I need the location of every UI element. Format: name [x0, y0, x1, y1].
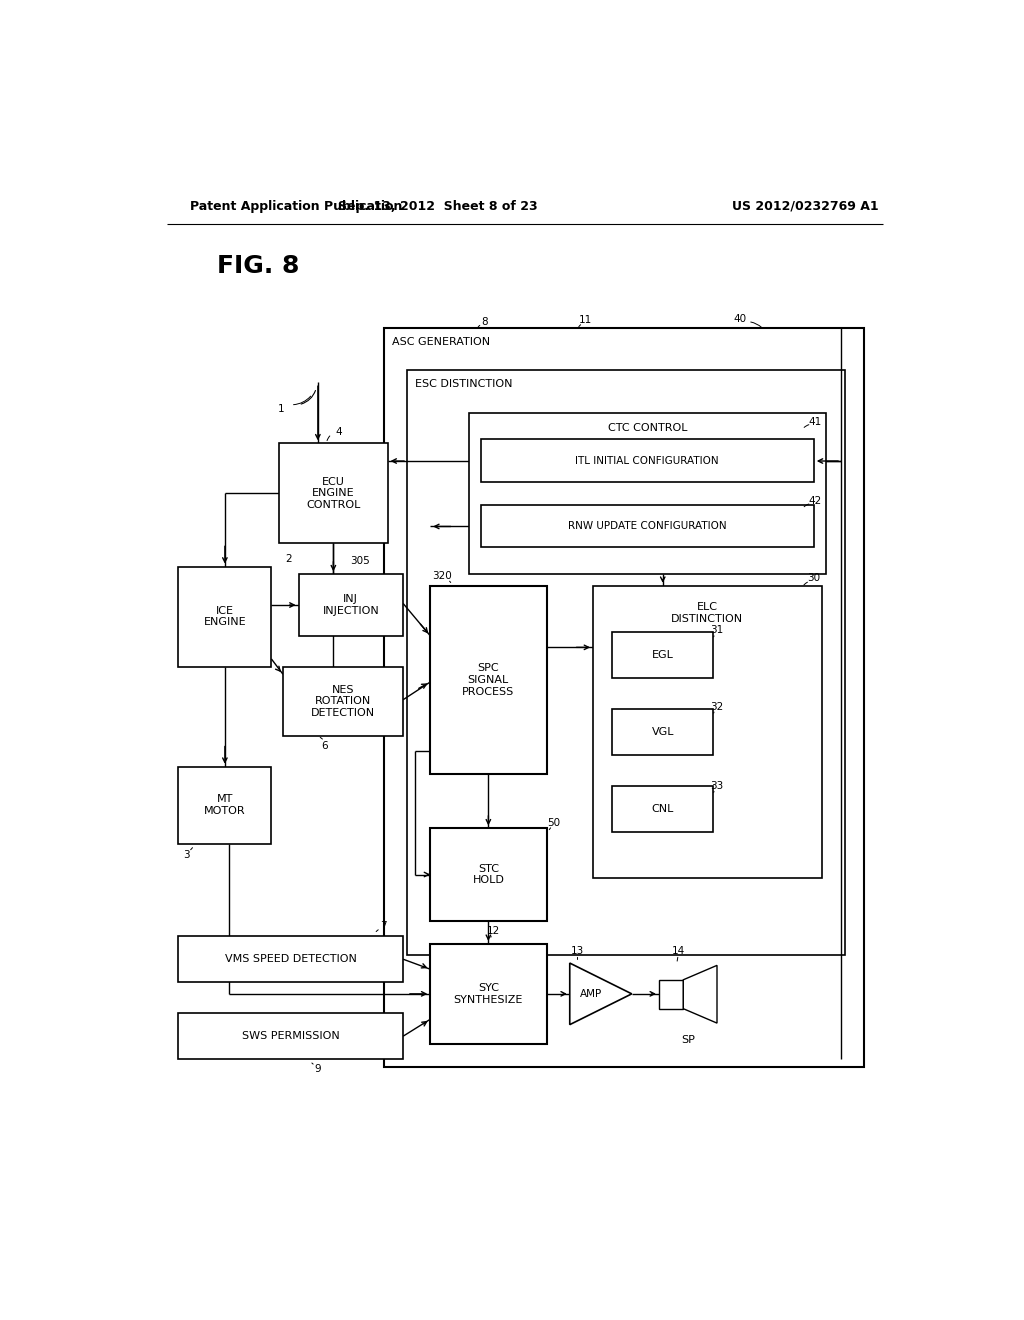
Text: 41: 41: [809, 417, 822, 426]
Text: EGL: EGL: [652, 649, 674, 660]
Text: 33: 33: [711, 781, 724, 791]
Text: 7: 7: [381, 921, 387, 931]
Bar: [430, 829, 547, 921]
Text: 1: 1: [279, 404, 285, 413]
Text: 40: 40: [733, 314, 746, 323]
Bar: [658, 979, 683, 1008]
Bar: [178, 1014, 403, 1059]
Text: ITL INITIAL CONFIGURATION: ITL INITIAL CONFIGURATION: [575, 455, 719, 466]
Text: CNL: CNL: [651, 804, 674, 814]
Bar: [384, 327, 864, 1067]
Text: MT
MOTOR: MT MOTOR: [204, 795, 246, 816]
Text: SPC
SIGNAL
PROCESS: SPC SIGNAL PROCESS: [462, 664, 514, 697]
Bar: [612, 785, 713, 832]
Text: 320: 320: [432, 570, 452, 581]
Bar: [280, 444, 388, 544]
Text: ASC GENERATION: ASC GENERATION: [391, 337, 489, 347]
Text: 8: 8: [481, 317, 487, 326]
Bar: [480, 440, 814, 482]
Text: NES
ROTATION
DETECTION: NES ROTATION DETECTION: [311, 685, 375, 718]
Bar: [283, 667, 403, 737]
Bar: [299, 574, 403, 636]
Bar: [178, 936, 403, 982]
Text: 30: 30: [807, 573, 820, 583]
Text: 6: 6: [321, 741, 328, 751]
Text: US 2012/0232769 A1: US 2012/0232769 A1: [732, 199, 880, 213]
Text: Sep. 13, 2012  Sheet 8 of 23: Sep. 13, 2012 Sheet 8 of 23: [338, 199, 538, 213]
Text: 31: 31: [711, 626, 724, 635]
Text: SWS PERMISSION: SWS PERMISSION: [242, 1031, 340, 1041]
Text: 12: 12: [487, 925, 501, 936]
Bar: [178, 767, 271, 843]
Polygon shape: [569, 964, 632, 1024]
Text: SYC
SYNTHESIZE: SYC SYNTHESIZE: [454, 983, 523, 1005]
Text: ELC
DISTINCTION: ELC DISTINCTION: [672, 602, 743, 623]
Text: AMP: AMP: [581, 989, 602, 999]
Polygon shape: [683, 965, 717, 1023]
Bar: [469, 412, 825, 574]
Text: CTC CONTROL: CTC CONTROL: [607, 422, 687, 433]
Text: 50: 50: [548, 818, 561, 828]
Bar: [430, 944, 547, 1044]
Text: 9: 9: [314, 1064, 322, 1073]
Text: 32: 32: [711, 702, 724, 711]
Text: 13: 13: [570, 946, 584, 957]
Text: ESC DISTINCTION: ESC DISTINCTION: [415, 379, 512, 389]
Bar: [612, 632, 713, 678]
Bar: [593, 586, 821, 878]
Text: VMS SPEED DETECTION: VMS SPEED DETECTION: [225, 954, 356, 964]
Bar: [480, 506, 814, 548]
Text: ECU
ENGINE
CONTROL: ECU ENGINE CONTROL: [306, 477, 360, 510]
Text: Patent Application Publication: Patent Application Publication: [190, 199, 402, 213]
Bar: [430, 586, 547, 775]
Text: ICE
ENGINE: ICE ENGINE: [204, 606, 246, 627]
Text: 305: 305: [350, 556, 371, 566]
Bar: [407, 370, 845, 956]
Text: STC
HOLD: STC HOLD: [472, 863, 504, 886]
Text: 3: 3: [183, 850, 189, 861]
Text: RNW UPDATE CONFIGURATION: RNW UPDATE CONFIGURATION: [568, 521, 727, 531]
Text: SP: SP: [681, 1035, 695, 1045]
Text: VGL: VGL: [651, 727, 674, 737]
Bar: [178, 566, 271, 667]
Text: 2: 2: [285, 554, 292, 564]
Text: 42: 42: [809, 496, 822, 506]
Text: 14: 14: [672, 946, 685, 957]
Text: FIG. 8: FIG. 8: [217, 255, 299, 279]
Text: 11: 11: [579, 315, 592, 325]
Bar: [612, 709, 713, 755]
Text: INJ
INJECTION: INJ INJECTION: [323, 594, 379, 616]
Text: 4: 4: [336, 426, 342, 437]
